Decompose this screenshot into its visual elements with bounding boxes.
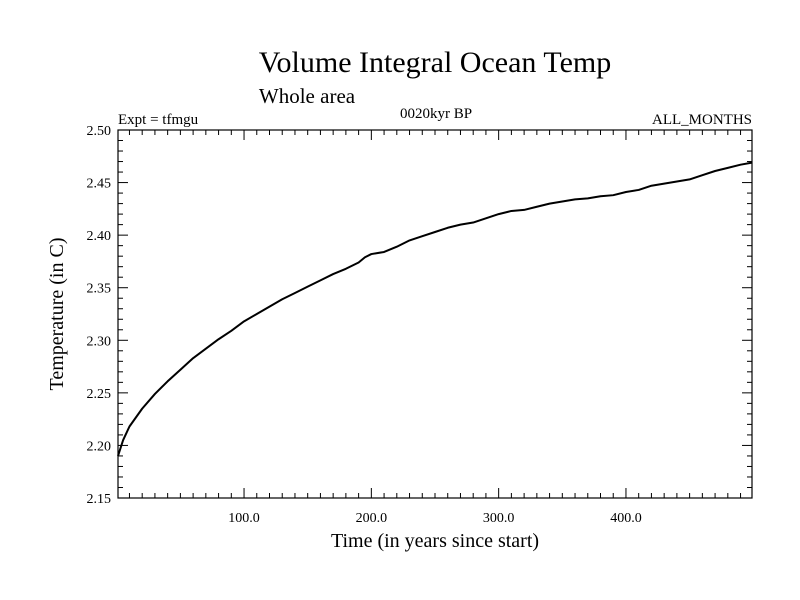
y-tick-label: 2.40 — [87, 229, 112, 244]
y-tick-label: 2.20 — [87, 439, 112, 454]
chart-title: Volume Integral Ocean Temp — [259, 46, 612, 79]
y-tick-label: 2.45 — [87, 177, 112, 192]
period-label: 0020kyr BP — [400, 106, 472, 122]
experiment-label: Expt = tfmgu — [118, 112, 199, 128]
x-tick-label: 300.0 — [483, 511, 515, 526]
y-axis-label: Temperature (in C) — [46, 238, 68, 391]
y-tick-label: 2.30 — [87, 334, 112, 349]
y-tick-label: 2.25 — [87, 387, 112, 402]
y-tick-label: 2.15 — [87, 492, 112, 507]
x-axis-label: Time (in years since start) — [331, 530, 539, 552]
x-tick-label: 400.0 — [610, 511, 642, 526]
months-label: ALL_MONTHS — [652, 112, 752, 128]
y-tick-label: 2.35 — [87, 282, 112, 297]
x-tick-label: 100.0 — [228, 511, 260, 526]
series-line — [117, 161, 753, 457]
axis-ticks — [118, 129, 752, 499]
x-tick-label: 200.0 — [356, 511, 388, 526]
chart-subtitle: Whole area — [259, 84, 356, 108]
y-tick-label: 2.50 — [87, 124, 112, 139]
axis-tick-labels: 100.0 200.0 300.0 400.0 2.15 2.20 2.25 2.30 2.35… — [87, 124, 642, 526]
